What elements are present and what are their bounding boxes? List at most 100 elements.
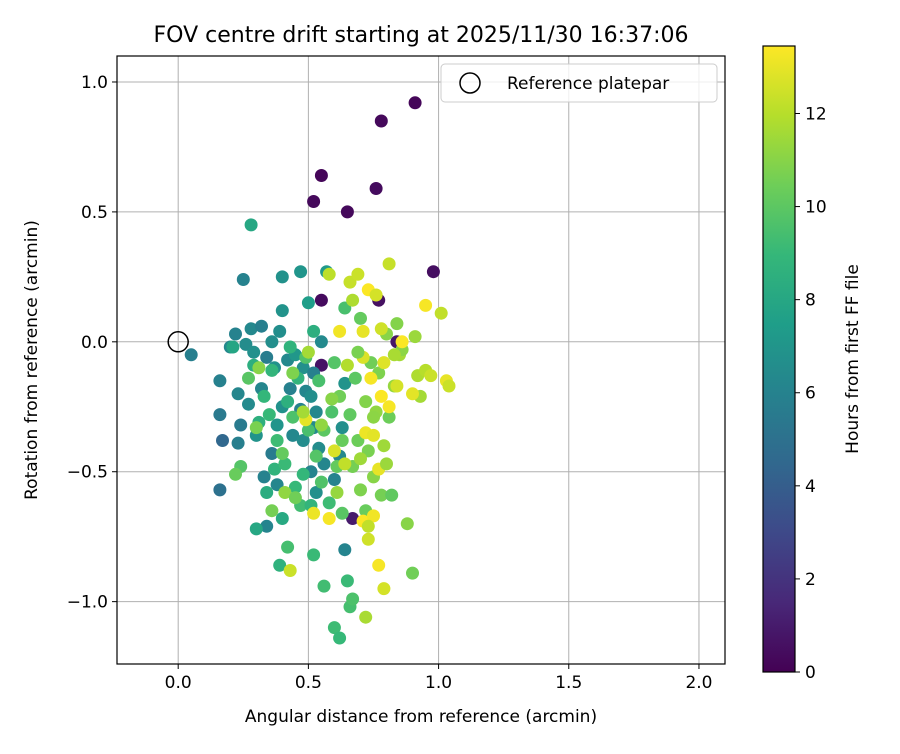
colorbar-tick-label: 8 — [805, 291, 816, 311]
data-point — [424, 369, 438, 383]
data-point — [265, 447, 279, 460]
data-point — [270, 434, 284, 447]
data-point — [340, 358, 354, 372]
data-point — [301, 423, 315, 437]
data-point — [346, 293, 360, 307]
data-point — [314, 169, 328, 182]
scatter-points — [184, 96, 456, 645]
data-point — [288, 480, 302, 494]
y-axis-ticks: −1.0 −0.5 0.0 0.5 1.0 — [67, 73, 117, 613]
data-point — [307, 195, 321, 208]
data-point — [377, 356, 391, 370]
data-point — [387, 348, 401, 362]
data-point — [273, 558, 287, 572]
data-point — [361, 532, 375, 546]
data-point — [335, 434, 349, 447]
colorbar-tick-label: 0 — [805, 663, 816, 683]
data-point — [309, 405, 323, 419]
data-point — [286, 366, 300, 380]
x-axis-ticks: 0.0 0.5 1.0 1.5 2.0 — [165, 664, 712, 693]
data-point — [367, 509, 380, 523]
data-point — [348, 371, 362, 385]
data-point — [260, 519, 274, 533]
data-point — [234, 418, 248, 432]
data-point — [247, 345, 261, 359]
colorbar-tick-label: 2 — [805, 570, 816, 590]
data-point — [434, 306, 448, 320]
data-point — [369, 288, 383, 302]
data-point — [229, 467, 242, 481]
x-tick-label: 0.5 — [295, 673, 322, 693]
data-point — [382, 410, 396, 424]
data-point — [296, 467, 310, 481]
y-tick-label: 0.0 — [81, 333, 108, 353]
data-point — [419, 298, 433, 312]
data-point — [372, 558, 386, 572]
data-point — [275, 512, 289, 525]
data-point — [314, 418, 328, 432]
data-point — [281, 540, 295, 554]
data-point — [242, 371, 255, 385]
data-point — [351, 345, 365, 359]
data-point — [307, 548, 321, 562]
data-point — [314, 293, 328, 307]
y-tick-label: 0.5 — [81, 203, 108, 223]
data-point — [327, 444, 341, 458]
data-point — [400, 517, 414, 531]
x-tick-label: 2.0 — [685, 673, 712, 693]
data-point — [361, 519, 375, 533]
data-point — [367, 410, 380, 424]
data-point — [327, 356, 341, 370]
data-point — [354, 452, 367, 466]
data-point — [364, 371, 378, 385]
data-point — [268, 462, 281, 476]
plot-frame — [116, 55, 726, 665]
legend-box — [440, 63, 718, 103]
x-tick-label: 1.5 — [555, 673, 582, 693]
data-point — [322, 512, 336, 525]
x-axis-label: Angular distance from reference (arcmin) — [245, 707, 597, 727]
data-point — [249, 522, 263, 536]
data-point — [236, 273, 250, 286]
colorbar-tick-label: 12 — [805, 104, 827, 124]
data-point — [382, 257, 396, 271]
colorbar-tick-label: 6 — [805, 384, 816, 404]
data-point — [408, 330, 422, 344]
colorbar-gradient — [763, 46, 795, 672]
colorbar-ticks: 0 2 4 6 8 10 12 — [795, 104, 827, 683]
data-point — [265, 504, 279, 518]
data-point — [374, 114, 388, 128]
data-point — [296, 434, 310, 447]
data-point — [380, 457, 393, 471]
data-point — [335, 421, 349, 435]
data-point — [354, 483, 367, 497]
data-point — [226, 340, 240, 354]
data-point — [312, 374, 326, 388]
legend-label: Reference platepar — [507, 74, 669, 94]
data-point — [307, 324, 321, 338]
data-point — [343, 275, 357, 289]
data-point — [317, 579, 331, 593]
data-point — [255, 319, 268, 333]
data-point — [231, 387, 245, 401]
data-point — [184, 348, 198, 362]
data-point — [369, 182, 383, 195]
data-point — [426, 265, 440, 279]
y-tick-label: 1.0 — [81, 73, 108, 93]
data-point — [309, 486, 323, 499]
data-point — [231, 436, 245, 450]
data-point — [260, 350, 274, 364]
data-point — [374, 488, 388, 502]
data-point — [244, 218, 258, 232]
legend: Reference platepar — [440, 63, 718, 103]
data-point — [338, 543, 352, 557]
data-point — [307, 506, 321, 520]
data-point — [281, 395, 295, 409]
data-point — [374, 322, 388, 336]
chart-title: FOV centre drift starting at 2025/11/30 … — [154, 23, 689, 48]
data-point — [265, 335, 279, 349]
data-point — [340, 205, 354, 219]
data-point — [286, 428, 300, 442]
data-point — [213, 408, 227, 422]
